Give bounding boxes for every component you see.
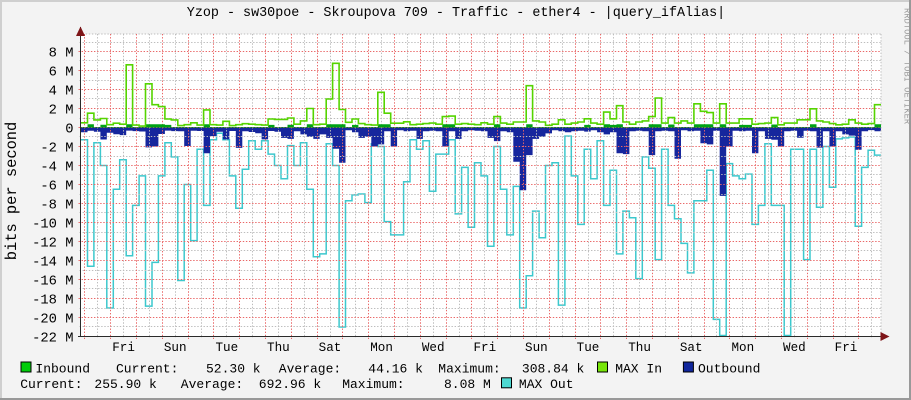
- svg-text:0: 0: [65, 123, 73, 138]
- svg-text:-6 M: -6 M: [40, 180, 73, 195]
- svg-text:-16 M: -16 M: [32, 275, 73, 290]
- svg-text:Thu: Thu: [628, 341, 651, 355]
- svg-text:Current:: Current:: [116, 361, 178, 376]
- svg-text:52.30 k: 52.30 k: [206, 361, 261, 376]
- svg-text:Tue: Tue: [215, 341, 238, 355]
- svg-text:Fri: Fri: [473, 341, 496, 355]
- svg-text:MAX Out: MAX Out: [519, 377, 574, 392]
- svg-text:Sat: Sat: [319, 341, 342, 355]
- svg-text:4 M: 4 M: [49, 85, 74, 100]
- svg-text:Current:: Current:: [20, 377, 82, 392]
- svg-text:Inbound: Inbound: [35, 361, 90, 376]
- svg-text:692.96 k: 692.96 k: [259, 377, 322, 392]
- svg-text:6 M: 6 M: [49, 66, 74, 81]
- svg-text:Tue: Tue: [577, 341, 600, 355]
- svg-text:Mon: Mon: [731, 341, 754, 355]
- svg-text:Fri: Fri: [835, 341, 858, 355]
- svg-text:2 M: 2 M: [49, 104, 74, 119]
- svg-text:Maximum:: Maximum:: [342, 377, 404, 392]
- svg-text:Average:: Average:: [181, 377, 243, 392]
- svg-text:Mon: Mon: [370, 341, 393, 355]
- svg-text:Thu: Thu: [267, 341, 290, 355]
- svg-text:RRDTOOL / TOBI OETIKER: RRDTOOL / TOBI OETIKER: [902, 8, 911, 125]
- svg-text:-22 M: -22 M: [32, 332, 73, 347]
- svg-text:Yzop - sw30poe - Skroupova 709: Yzop - sw30poe - Skroupova 709 - Traffic…: [187, 6, 725, 21]
- svg-text:Sun: Sun: [525, 341, 548, 355]
- svg-text:308.84 k: 308.84 k: [522, 361, 585, 376]
- svg-text:Average:: Average:: [279, 361, 341, 376]
- svg-text:-18 M: -18 M: [32, 294, 73, 309]
- svg-text:8 M: 8 M: [49, 47, 74, 62]
- svg-text:8.08 M: 8.08 M: [444, 377, 491, 392]
- svg-text:-8 M: -8 M: [40, 199, 73, 214]
- svg-text:-20 M: -20 M: [32, 313, 73, 328]
- svg-text:-14 M: -14 M: [32, 256, 73, 271]
- svg-text:MAX In: MAX In: [615, 361, 662, 376]
- svg-text:Sun: Sun: [164, 341, 187, 355]
- svg-text:-2 M: -2 M: [40, 142, 73, 157]
- svg-text:255.90 k: 255.90 k: [94, 377, 157, 392]
- svg-text:-10 M: -10 M: [32, 218, 73, 233]
- svg-text:Maximum:: Maximum:: [438, 361, 500, 376]
- svg-text:Wed: Wed: [783, 341, 806, 355]
- svg-text:Fri: Fri: [112, 341, 135, 355]
- svg-text:Outbound: Outbound: [698, 361, 760, 376]
- svg-text:bits per second: bits per second: [3, 122, 21, 261]
- svg-text:Sat: Sat: [680, 341, 703, 355]
- svg-text:-4 M: -4 M: [40, 161, 73, 176]
- svg-text:44.16 k: 44.16 k: [368, 361, 423, 376]
- svg-text:-12 M: -12 M: [32, 237, 73, 252]
- svg-text:Wed: Wed: [422, 341, 445, 355]
